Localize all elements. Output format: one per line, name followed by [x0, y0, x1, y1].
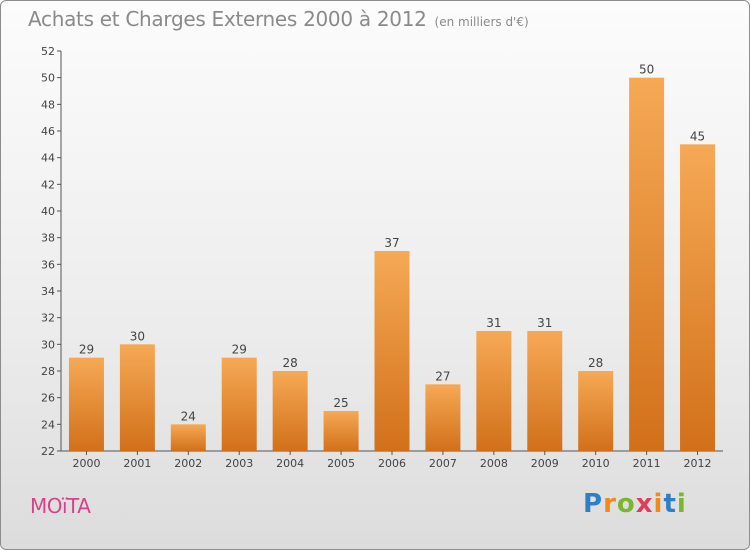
x-tick-label: 2009	[531, 457, 559, 470]
logo-letter: i	[653, 489, 664, 519]
data-label: 27	[435, 369, 450, 383]
y-tick-label: 48	[41, 98, 55, 111]
bar-2003	[221, 357, 257, 451]
y-tick-label: 30	[41, 338, 55, 351]
y-tick-label: 46	[41, 125, 55, 138]
bar-2012	[680, 144, 716, 452]
bar-2008	[476, 331, 512, 451]
y-tick-label: 52	[41, 45, 55, 58]
proxiti-logo: Proxiti	[583, 489, 687, 519]
commune-name: MOïTA	[30, 494, 91, 518]
y-tick-label: 26	[41, 392, 55, 405]
logo-letter: i	[676, 489, 687, 519]
y-tick-label: 50	[41, 72, 55, 85]
data-label: 50	[639, 63, 654, 77]
x-tick-label: 2002	[174, 457, 202, 470]
y-tick-label: 40	[41, 205, 55, 218]
bar-2004	[272, 371, 308, 451]
bar-2005	[323, 411, 359, 451]
x-tick-label: 2005	[327, 457, 355, 470]
bar-2006	[374, 251, 410, 451]
data-labels: 29 30 24 29 28 25 37 27 31 31 28 50 45	[79, 63, 705, 424]
y-tick-label: 44	[41, 152, 55, 165]
y-tick-label: 34	[41, 285, 55, 298]
logo-letter: t	[663, 489, 677, 519]
bars	[68, 77, 716, 452]
data-label: 29	[232, 343, 247, 357]
x-tick-label: 2006	[378, 457, 406, 470]
bar-2009	[527, 331, 563, 451]
data-label: 30	[130, 329, 145, 343]
data-label: 28	[588, 356, 603, 370]
y-tick-label: 38	[41, 232, 55, 245]
logo-letter: r	[603, 489, 617, 519]
data-label: 45	[690, 129, 705, 143]
x-tick-label: 2003	[225, 457, 253, 470]
data-label: 28	[283, 356, 298, 370]
x-tick-label: 2001	[123, 457, 151, 470]
x-tick-label: 2011	[633, 457, 661, 470]
x-tick-label: 2010	[582, 457, 610, 470]
x-tick-label: 2008	[480, 457, 508, 470]
x-tick-label: 2012	[684, 457, 712, 470]
data-label: 29	[79, 343, 94, 357]
logo-letter: o	[616, 489, 636, 519]
bar-2011	[629, 77, 665, 452]
data-label: 31	[486, 316, 501, 330]
bar-2002	[170, 424, 206, 451]
bar-2000	[68, 357, 104, 451]
logo-letter: x	[635, 489, 654, 519]
logo-letter: P	[583, 489, 604, 519]
x-tick-label: 2004	[276, 457, 304, 470]
bar-2001	[119, 344, 155, 451]
data-label: 31	[537, 316, 552, 330]
bar-2007	[425, 384, 461, 451]
x-tick-label: 2007	[429, 457, 457, 470]
axes: 22 24 26 28 30 32 34 36 38 40 42 44 46 48 50 52 2000 2001…	[41, 45, 723, 470]
data-label: 24	[181, 409, 196, 423]
unit-note: (en milliers d'€)	[434, 15, 529, 29]
chart-title-block: Achats et Charges Externes 2000 à 2012 (e…	[28, 7, 529, 31]
y-tick-label: 42	[41, 178, 55, 191]
bar-2010	[578, 371, 614, 451]
chart-title: Achats et Charges Externes 2000 à 2012	[28, 7, 427, 31]
y-tick-label: 24	[41, 418, 55, 431]
data-label: 37	[384, 236, 399, 250]
data-label: 25	[333, 396, 348, 410]
x-tick-label: 2000	[72, 457, 100, 470]
y-tick-label: 32	[41, 312, 55, 325]
y-tick-label: 22	[41, 445, 55, 458]
y-tick-label: 36	[41, 258, 55, 271]
y-tick-label: 28	[41, 365, 55, 378]
